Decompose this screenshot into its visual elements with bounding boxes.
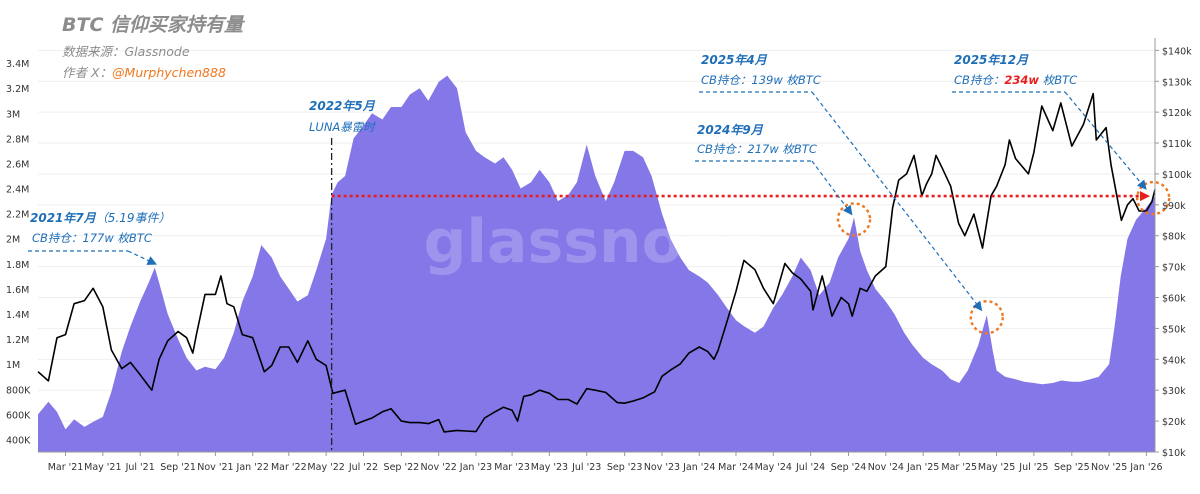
annotation-jul21-date: 2021年7月	[30, 211, 97, 225]
x-tick-label: Nov '21	[197, 462, 233, 473]
y-left-tick-label: 1.2M	[6, 335, 29, 346]
y-right-tick-label: $140k	[1162, 46, 1192, 57]
annotation-apr25-body: CB持仓：139w 枚BTC	[701, 73, 821, 87]
annotation-dec25-suffix: 枚BTC	[1039, 73, 1077, 87]
y-left-tick-label: 1.4M	[6, 310, 29, 321]
x-tick-label: Sep '25	[1054, 462, 1090, 473]
x-tick-label: Jul '22	[348, 462, 378, 473]
annotation-sep24-title: 2024年9月	[697, 123, 764, 137]
chart-title: BTC 信仰买家持有量	[62, 14, 245, 36]
x-tick-label: Jul '24	[795, 462, 825, 473]
y-left-tick-label: 2M	[6, 235, 20, 246]
annotation-dec25-body: CB持仓：234w 枚BTC	[954, 73, 1077, 87]
y-left-tick-label: 1.6M	[6, 285, 29, 296]
x-tick-label: Mar '25	[941, 462, 977, 473]
y-right-tick-label: $30k	[1162, 386, 1186, 397]
watermark: glassnode	[423, 207, 766, 277]
x-tick-label: Nov '23	[644, 462, 680, 473]
y-left-tick-label: 2.4M	[6, 185, 29, 196]
annotation-leaders	[28, 91, 1147, 312]
btc-price-line	[37, 92, 1156, 433]
annotation-dec25-prefix: CB持仓：	[954, 73, 1004, 87]
x-axis: Mar '21 May '21 Jul '21 Sep '21 Nov '21 Jan '…	[38, 451, 1163, 473]
x-tick-label: Jul '25	[1018, 462, 1048, 473]
annotation-jul21-suffix: （5.19事件）	[96, 211, 171, 225]
y-right-tick-label: $120k	[1162, 108, 1192, 119]
x-tick-label: Jan '22	[236, 462, 269, 473]
y-right-tick-label: $40k	[1162, 355, 1186, 366]
annotation-jul21-body: CB持仓：177w 枚BTC	[32, 231, 152, 245]
highlight-circle-2	[1135, 180, 1171, 216]
x-tick-label: Mar '22	[271, 462, 307, 473]
x-tick-label: Jan '25	[906, 462, 939, 473]
annotation-jul21-title: 2021年7月（5.19事件）	[30, 211, 170, 225]
y-right-tick-label: $20k	[1162, 417, 1186, 428]
y-left-tick-label: 3M	[6, 109, 20, 120]
x-tick-label: May '23	[531, 462, 568, 473]
x-tick-label: Jul '21	[125, 462, 155, 473]
x-tick-label: Mar '24	[718, 462, 754, 473]
y-left-tick-label: 800K	[6, 385, 31, 396]
x-tick-label: May '25	[978, 462, 1015, 473]
x-tick-label: May '24	[755, 462, 792, 473]
y-axis-left: 400K 600K 800K 1M 1.2M 1.4M 1.6M 1.8M 2M 2.2M 2.4M…	[6, 59, 31, 446]
y-left-tick-label: 2.2M	[6, 210, 29, 221]
y-right-tick-label: $90k	[1162, 201, 1186, 212]
y-right-tick-label: $60k	[1162, 294, 1186, 305]
annotation-jul21-arrow	[127, 250, 158, 265]
annotation-apr25-title: 2025年4月	[701, 53, 768, 67]
x-tick-label: Sep '22	[384, 462, 420, 473]
y-axis-right: $10k $20k $30k $40k $50k $60k $70k $80k $90k $100…	[1154, 38, 1192, 459]
y-left-tick-label: 3.2M	[6, 84, 29, 95]
y-left-tick-label: 1.8M	[6, 260, 29, 271]
y-right-tick-label: $110k	[1162, 139, 1192, 150]
x-tick-label: Jan '23	[459, 462, 492, 473]
author: 作者 X：@Murphychen888	[62, 65, 226, 80]
y-right-tick-label: $80k	[1162, 232, 1186, 243]
x-tick-label: Jan '26	[1129, 462, 1162, 473]
x-tick-label: Mar '21	[48, 462, 84, 473]
x-tick-label: Mar '23	[494, 462, 530, 473]
x-tick-label: May '21	[84, 462, 121, 473]
annotation-dec25-title: 2025年12月	[954, 53, 1029, 67]
y-left-tick-label: 2.6M	[6, 159, 29, 170]
annotation-dec25-value: 234w	[1004, 73, 1039, 87]
annotation-sep24-arrow	[811, 160, 853, 216]
x-tick-label: Sep '24	[831, 462, 867, 473]
annotation-may22-body: LUNA暴雷时	[309, 120, 376, 134]
reference-line-arrowhead	[1140, 191, 1150, 202]
x-tick-label: Nov '25	[1091, 462, 1127, 473]
y-right-tick-label: $10k	[1162, 448, 1186, 459]
x-tick-label: Nov '24	[868, 462, 904, 473]
highlight-circles	[836, 180, 1171, 335]
annotation-apr25-arrow	[811, 91, 983, 312]
y-left-tick-label: 2.8M	[6, 134, 29, 145]
author-prefix: 作者 X：	[62, 65, 112, 80]
y-right-tick-label: $100k	[1162, 170, 1192, 181]
holdings-area-series	[38, 75, 1155, 452]
y-left-tick-label: 600K	[6, 410, 31, 421]
y-right-tick-label: $130k	[1162, 77, 1192, 88]
y-left-tick-label: 3.4M	[6, 59, 29, 70]
author-handle: @Murphychen888	[112, 65, 226, 80]
x-tick-label: Nov '22	[421, 462, 457, 473]
x-tick-label: Jan '24	[682, 462, 715, 473]
y-left-tick-label: 1M	[6, 360, 20, 371]
x-tick-label: Sep '23	[607, 462, 643, 473]
y-right-tick-label: $50k	[1162, 324, 1186, 335]
y-left-tick-label: 400K	[6, 435, 31, 446]
annotation-sep24-body: CB持仓：217w 枚BTC	[697, 142, 817, 156]
x-tick-label: Jul '23	[571, 462, 601, 473]
data-source: 数据来源：Glassnode	[62, 44, 190, 59]
annotation-may22-title: 2022年5月	[309, 99, 376, 113]
x-tick-label: Sep '21	[160, 462, 196, 473]
x-tick-label: May '22	[307, 462, 344, 473]
highlight-circle-1	[969, 300, 1004, 335]
y-right-tick-label: $70k	[1162, 263, 1186, 274]
highlight-circle-0	[836, 202, 872, 237]
